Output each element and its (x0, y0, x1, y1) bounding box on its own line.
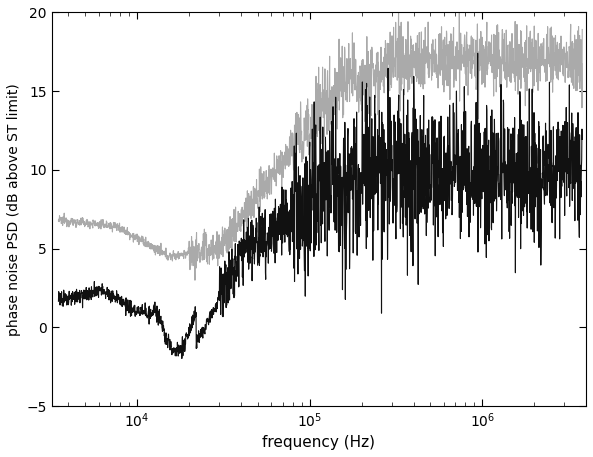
X-axis label: frequency (Hz): frequency (Hz) (262, 435, 375, 450)
Y-axis label: phase noise PSD (dB above ST limit): phase noise PSD (dB above ST limit) (7, 83, 21, 335)
